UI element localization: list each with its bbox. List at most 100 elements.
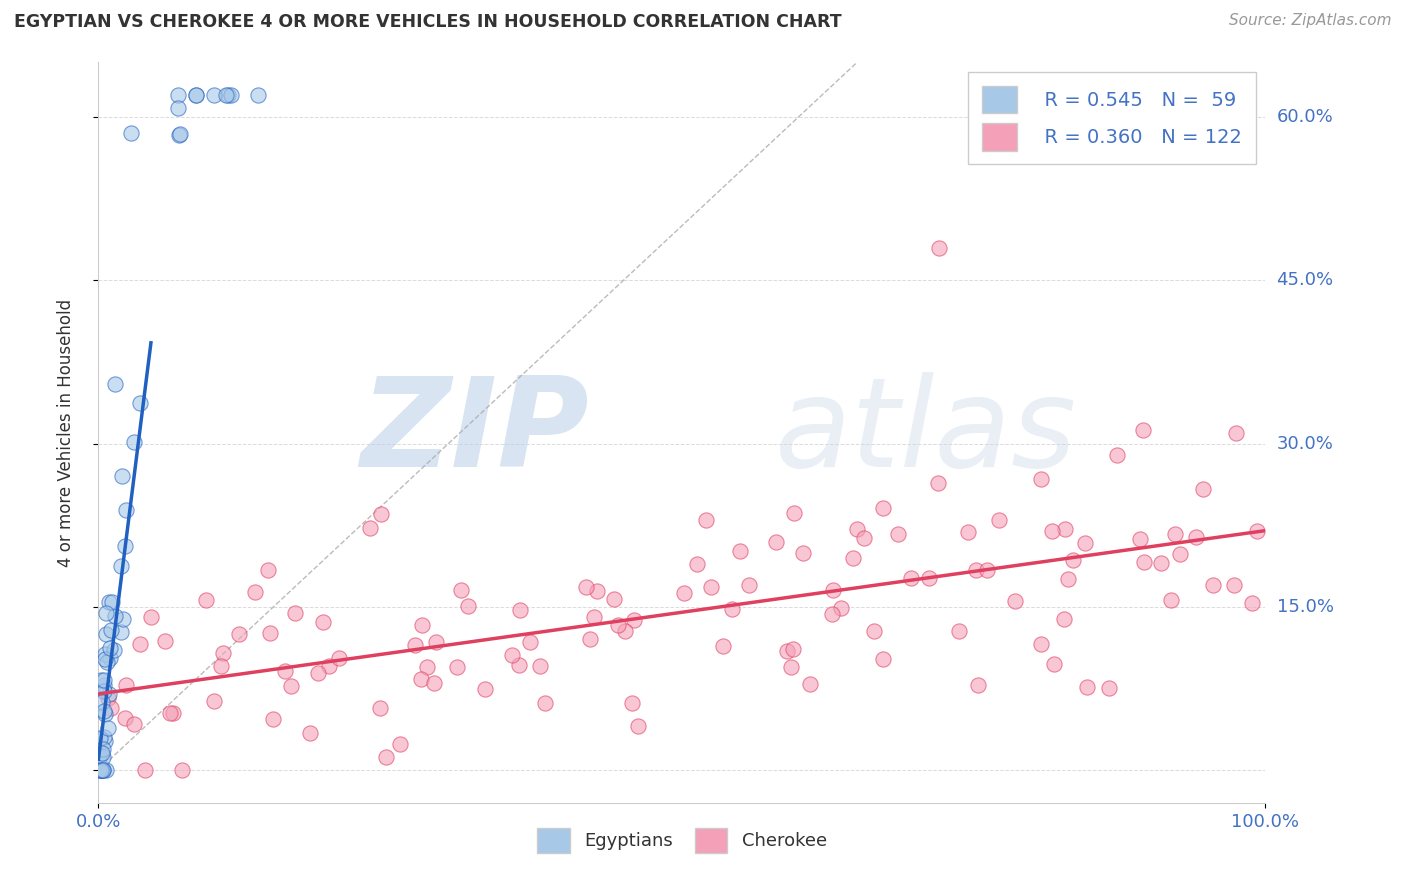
Point <box>1132 555 1154 569</box>
Point <box>738 578 761 592</box>
Point <box>101 595 124 609</box>
Point <box>122 434 145 449</box>
Point <box>93 707 115 722</box>
Point <box>1160 593 1182 607</box>
Point <box>212 646 235 660</box>
Point <box>720 601 742 615</box>
Point <box>404 638 426 652</box>
Point <box>114 711 136 725</box>
Point <box>799 677 821 691</box>
Text: EGYPTIAN VS CHEROKEE 4 OR MORE VEHICLES IN HOUSEHOLD CORRELATION CHART: EGYPTIAN VS CHEROKEE 4 OR MORE VEHICLES … <box>14 13 842 31</box>
Point <box>245 585 267 599</box>
Point <box>582 609 605 624</box>
Point <box>872 501 894 516</box>
Point <box>307 666 329 681</box>
Point <box>457 599 479 614</box>
Point <box>96 606 118 620</box>
Point <box>1246 524 1268 538</box>
Point <box>700 580 723 594</box>
Point <box>134 763 156 777</box>
Point <box>215 88 238 103</box>
Point <box>1241 596 1264 610</box>
Point <box>91 763 114 777</box>
Point <box>728 544 751 558</box>
Point <box>97 690 120 705</box>
Point <box>194 592 217 607</box>
Point <box>508 658 530 673</box>
Point <box>219 88 242 103</box>
Point <box>217 88 239 103</box>
Point <box>375 749 398 764</box>
Point <box>863 624 886 639</box>
Point <box>409 672 432 686</box>
Point <box>91 747 114 761</box>
Point <box>1053 612 1076 626</box>
Point <box>613 624 636 639</box>
Point <box>110 624 132 639</box>
Point <box>1191 483 1213 497</box>
Point <box>900 571 922 585</box>
Point <box>627 719 650 733</box>
Point <box>284 607 307 621</box>
Point <box>87 763 110 777</box>
Point <box>621 696 644 710</box>
Point <box>872 651 894 665</box>
Point <box>247 88 270 103</box>
Point <box>97 687 120 701</box>
Point <box>184 88 207 103</box>
Point <box>93 673 115 687</box>
Point <box>965 563 987 577</box>
Point <box>1074 535 1097 549</box>
Point <box>90 747 112 761</box>
Point <box>110 559 132 574</box>
Point <box>927 475 949 490</box>
Point <box>139 610 162 624</box>
Point <box>128 395 150 409</box>
Point <box>841 551 863 566</box>
Point <box>782 642 804 657</box>
Point <box>103 643 125 657</box>
Point <box>411 618 433 632</box>
Text: 30.0%: 30.0% <box>1277 434 1333 452</box>
Point <box>93 684 115 698</box>
Point <box>90 763 112 777</box>
Point <box>94 734 117 748</box>
Point <box>209 658 232 673</box>
Point <box>94 648 117 662</box>
Point <box>509 603 531 617</box>
Point <box>1056 573 1078 587</box>
Point <box>918 571 941 585</box>
Point <box>423 675 446 690</box>
Point <box>93 704 115 718</box>
Point <box>370 507 392 521</box>
Point <box>529 659 551 673</box>
Point <box>1053 522 1076 536</box>
Point <box>853 532 876 546</box>
Point <box>1185 530 1208 544</box>
Text: 15.0%: 15.0% <box>1277 598 1333 615</box>
Point <box>100 623 122 637</box>
Point <box>450 583 472 598</box>
Point <box>783 507 806 521</box>
Point <box>120 126 142 140</box>
Point <box>100 701 122 715</box>
Point <box>202 694 225 708</box>
Point <box>846 522 869 536</box>
Point <box>259 626 281 640</box>
Point <box>104 376 127 391</box>
Point <box>184 88 207 103</box>
Point <box>91 763 114 777</box>
Point <box>94 626 117 640</box>
Point <box>100 651 122 665</box>
Point <box>111 469 134 483</box>
Point <box>169 128 191 142</box>
Point <box>948 624 970 638</box>
Point <box>821 607 844 621</box>
Point <box>1105 448 1128 462</box>
Point <box>425 635 447 649</box>
Point <box>776 644 799 658</box>
Point <box>1031 472 1053 486</box>
Point <box>93 678 115 692</box>
Point <box>166 88 188 103</box>
Point <box>202 88 225 103</box>
